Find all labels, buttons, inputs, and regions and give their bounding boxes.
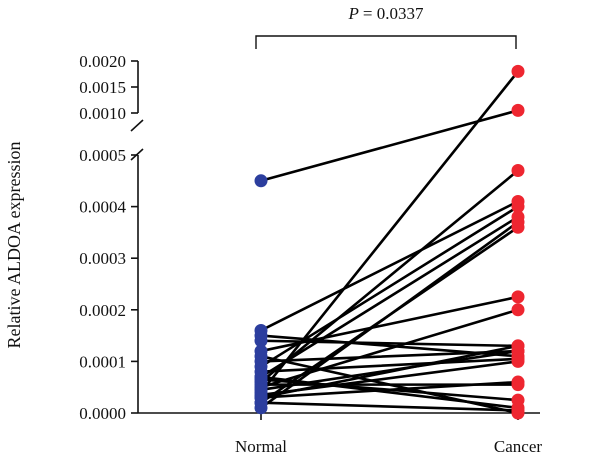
y-tick-label: 0.0005 xyxy=(79,146,126,165)
point-cancer xyxy=(511,290,525,304)
point-normal xyxy=(254,329,268,343)
points xyxy=(254,64,525,420)
significance-bracket xyxy=(255,35,517,49)
y-tick-label: 0.0003 xyxy=(79,249,126,268)
pair-lines xyxy=(259,70,520,415)
y-axis-title: Relative ALDOA expression xyxy=(4,142,24,349)
point-cancer xyxy=(511,103,525,117)
pair-line xyxy=(259,109,520,183)
pair-line xyxy=(259,357,520,374)
pair-line xyxy=(259,215,520,379)
axes: 0.0000 0.0001 0.0002 0.0003 0.0004 0.0005 0.00… xyxy=(79,52,540,423)
pair-line xyxy=(259,339,520,348)
y-tick-label: 0.0001 xyxy=(79,352,126,371)
point-normal xyxy=(254,370,268,384)
y-tick-label: 0.0000 xyxy=(79,404,126,423)
pair-line xyxy=(259,354,520,415)
x-tick-label-normal: Normal xyxy=(235,437,287,456)
point-cancer xyxy=(511,200,525,214)
point-normal xyxy=(254,391,268,405)
pair-line xyxy=(259,344,520,399)
point-cancer xyxy=(511,64,525,78)
point-cancer xyxy=(511,378,525,392)
point-cancer xyxy=(511,220,525,234)
pair-line xyxy=(259,308,520,389)
point-cancer xyxy=(511,339,525,353)
y-tick-label: 0.0004 xyxy=(79,198,126,217)
point-cancer xyxy=(511,163,525,177)
p-value-annotation: P = 0.0337 xyxy=(348,4,424,23)
x-tick-label-cancer: Cancer xyxy=(494,437,542,456)
pair-line xyxy=(259,169,520,384)
pair-line xyxy=(259,401,520,412)
point-cancer xyxy=(511,406,525,420)
point-normal xyxy=(254,174,268,188)
point-cancer xyxy=(511,303,525,317)
axis-break-mark xyxy=(130,119,144,132)
y-tick-label: 0.0020 xyxy=(79,52,126,71)
y-tick-label: 0.0010 xyxy=(79,104,126,123)
y-tick-label: 0.0002 xyxy=(79,301,126,320)
point-cancer xyxy=(511,354,525,368)
pair-line xyxy=(259,349,520,363)
y-tick-label: 0.0015 xyxy=(79,78,126,97)
point-normal xyxy=(254,349,268,363)
pair-line xyxy=(259,200,520,332)
